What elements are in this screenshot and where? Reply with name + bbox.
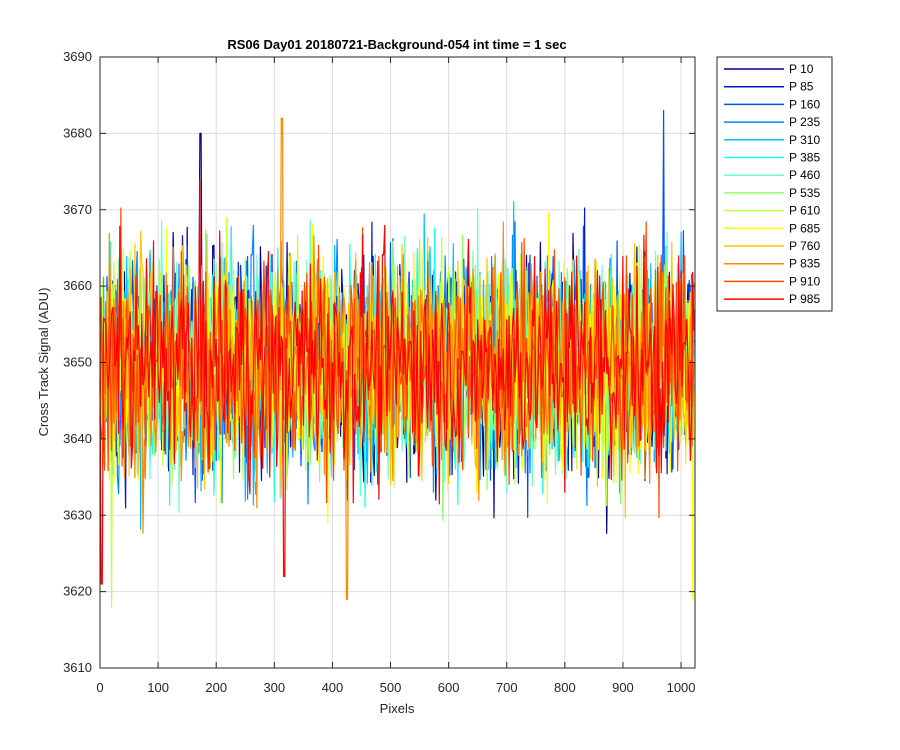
y-tick-label: 3660: [63, 278, 92, 293]
series-lines: [99, 109, 695, 608]
x-tick-label: 100: [147, 680, 169, 695]
y-axis-label: Cross Track Signal (ADU): [36, 288, 51, 437]
legend-box: [716, 56, 833, 312]
legend-label: P 460: [789, 168, 820, 182]
x-tick-label: 800: [554, 680, 576, 695]
axis-ticks: 0 100 200 300 400 500 600 700 800 900 1000 3610 3620…: [63, 49, 695, 695]
chart-title: RS06 Day01 20180721-Background-054 int t…: [227, 37, 566, 52]
legend-label: P 760: [789, 239, 820, 253]
legend-label: P 835: [789, 257, 820, 271]
y-tick-label: 3690: [63, 49, 92, 64]
x-tick-label: 200: [205, 680, 227, 695]
y-tick-label: 3650: [63, 355, 92, 370]
legend-label: P 685: [789, 221, 820, 235]
legend-label: P 85: [789, 80, 814, 94]
series-line: [99, 179, 695, 585]
legend: P 10 P 85 P 160 P 235 P 310 P 385 P 460 P 535 P …: [716, 56, 833, 312]
x-tick-label: 0: [96, 680, 103, 695]
x-tick-label: 600: [438, 680, 460, 695]
legend-label: P 910: [789, 274, 820, 288]
y-tick-label: 3610: [63, 660, 92, 675]
y-tick-label: 3630: [63, 507, 92, 522]
legend-label: P 160: [789, 97, 820, 111]
x-tick-label: 300: [263, 680, 285, 695]
y-tick-label: 3680: [63, 125, 92, 140]
y-tick-label: 3620: [63, 584, 92, 599]
legend-label: P 385: [789, 151, 820, 165]
y-tick-label: 3670: [63, 202, 92, 217]
x-tick-label: 900: [612, 680, 634, 695]
legend-label: P 235: [789, 115, 820, 129]
x-tick-label: 1000: [667, 680, 696, 695]
legend-label: P 10: [789, 62, 814, 76]
legend-label: P 610: [789, 204, 820, 218]
legend-label: P 535: [789, 186, 820, 200]
legend-label: P 310: [789, 133, 820, 147]
x-axis-label: Pixels: [380, 701, 415, 716]
legend-label: P 985: [789, 292, 820, 306]
x-tick-label: 700: [496, 680, 518, 695]
x-tick-label: 400: [322, 680, 344, 695]
x-tick-label: 500: [380, 680, 402, 695]
y-tick-label: 3640: [63, 431, 92, 446]
